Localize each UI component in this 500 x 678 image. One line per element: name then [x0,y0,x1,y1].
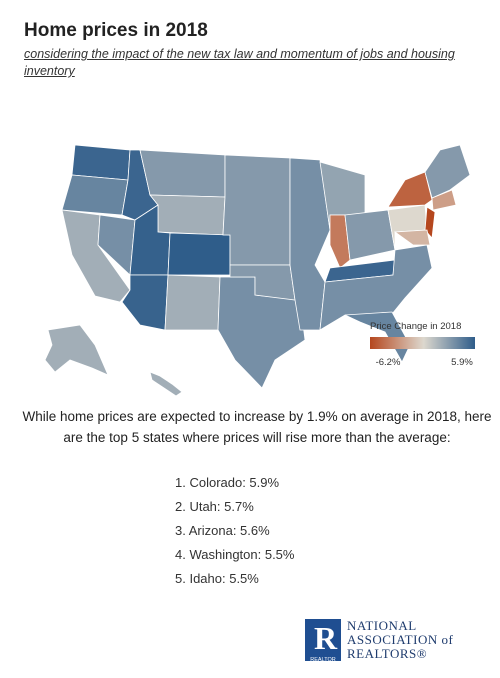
title: Home prices in 2018 [24,20,208,41]
region [431,189,457,211]
legend-bar [370,337,475,349]
logo-line: NATIONAL [347,618,417,633]
list-item: 2. Utah: 5.7% [175,499,254,514]
logo-badge-text: REALTOR [310,657,336,663]
body-text: While home prices are expected to increa… [22,409,492,445]
region [167,232,231,276]
logo-line: ASSOCIATION of [347,632,454,647]
region [393,229,431,246]
region [222,154,291,266]
region [44,324,109,376]
legend-min: -6.2% [376,357,401,368]
logo-text: NATIONAL ASSOCIATION of REALTORS® [347,619,453,661]
list-item: 3. Arizona: 5.6% [175,523,270,538]
region [71,144,131,181]
region [424,206,436,239]
list-item: 4. Washington: 5.5% [175,547,295,562]
region [424,144,471,199]
subtitle: considering the impact of the new tax la… [24,47,455,78]
map: Price Change in 2018 -6.2% 5.9% [44,144,475,397]
region [319,244,433,331]
logo-line: REALTORS® [347,646,428,661]
legend-title: Price Change in 2018 [370,321,461,332]
top-list: 1. Colorado: 5.9% 2. Utah: 5.7% 3. Arizona… [175,474,294,594]
region [387,171,433,208]
list-item: 5. Idaho: 5.5% [175,571,259,586]
logo: R REALTOR NATIONAL ASSOCIATION of REALTOR… [305,617,485,667]
region [149,371,183,397]
region [329,214,351,269]
logo-badge: R REALTOR [305,619,341,663]
legend-max: 5.9% [451,357,473,368]
region [61,174,129,216]
region [149,194,226,236]
region [139,149,226,198]
region [344,311,411,363]
region [121,274,169,331]
region [164,274,221,331]
region [344,209,396,261]
list-item: 1. Colorado: 5.9% [175,475,280,490]
